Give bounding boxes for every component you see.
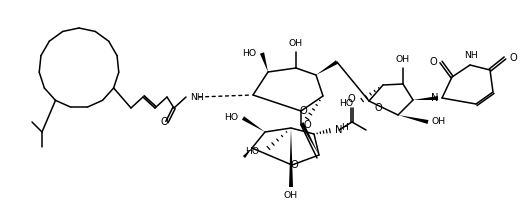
Polygon shape [398, 115, 428, 124]
Polygon shape [316, 60, 338, 75]
Text: O: O [304, 120, 312, 130]
Text: OH: OH [284, 191, 298, 200]
Text: O: O [160, 117, 168, 127]
Text: O: O [347, 94, 355, 104]
Text: NH: NH [464, 51, 478, 60]
Text: O: O [290, 160, 298, 170]
Text: O: O [429, 57, 437, 67]
Text: OH: OH [432, 118, 446, 126]
Text: HO: HO [339, 99, 353, 107]
Text: HO: HO [245, 147, 259, 157]
Text: H: H [341, 122, 348, 132]
Polygon shape [289, 128, 293, 187]
Polygon shape [260, 52, 268, 72]
Text: HO: HO [224, 114, 238, 122]
Text: N: N [431, 93, 439, 103]
Text: O: O [509, 53, 517, 63]
Text: OH: OH [396, 55, 410, 64]
Polygon shape [300, 122, 319, 155]
Polygon shape [413, 96, 438, 100]
Text: HO: HO [242, 48, 256, 58]
Text: O: O [299, 106, 307, 116]
Text: O: O [374, 103, 382, 113]
Polygon shape [242, 116, 265, 132]
Text: N: N [335, 125, 343, 135]
Text: OH: OH [289, 39, 303, 48]
Polygon shape [243, 148, 252, 158]
Text: NH: NH [190, 93, 204, 101]
